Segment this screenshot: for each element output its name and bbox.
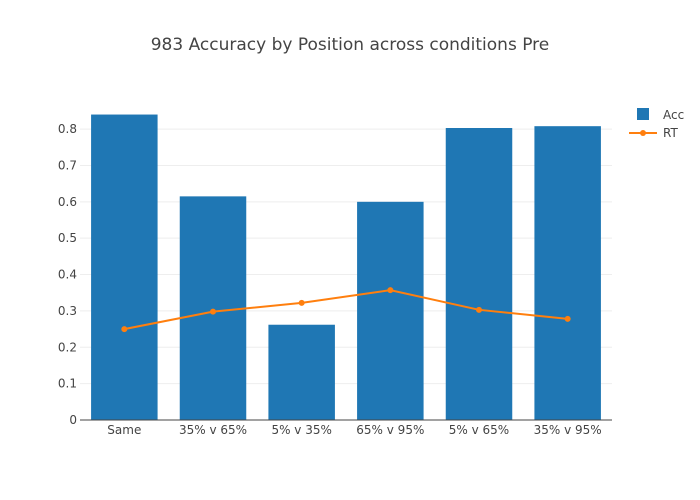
y-tick-label: 0.1 [58,377,77,391]
legend[interactable]: Acc RT [629,108,684,140]
legend-label-acc: Acc [663,108,684,122]
x-axis-ticks: Same 35% v 65% 5% v 35% 65% v 95% 5% v 65% 35… [107,423,601,437]
line-rt [124,289,568,331]
bar-acc[interactable] [445,128,513,420]
point-rt[interactable] [564,315,571,322]
point-rt[interactable] [298,299,305,306]
x-tick-label: 5% v 65% [449,423,509,437]
point-rt[interactable] [210,308,216,315]
x-tick-label: 65% v 95% [356,423,424,437]
grid-layer [80,128,612,385]
y-tick-label: 0.6 [58,195,77,209]
x-tick-label: Same [107,423,141,437]
bar-acc[interactable] [91,114,158,420]
y-tick-label: 0.8 [58,122,77,136]
chart-title: 983 Accuracy by Position across conditio… [151,35,550,55]
legend-label-rt: RT [663,126,678,140]
bars-layer [91,114,601,420]
x-tick-label: 35% v 95% [534,423,602,437]
y-tick-label: 0.2 [58,340,77,354]
bar-acc[interactable] [179,196,247,420]
line-layer [121,287,571,333]
legend-swatch-rt-marker [640,130,646,136]
bar-acc[interactable] [357,201,424,420]
point-rt[interactable] [121,326,128,333]
x-tick-label: 5% v 35% [271,423,331,437]
y-tick-label: 0.3 [58,304,77,318]
x-tick-label: 35% v 65% [179,423,247,437]
y-axis-ticks: 0 0.1 0.2 0.3 0.4 0.5 0.6 0.7 0.8 [58,122,77,427]
bar-acc[interactable] [534,126,601,420]
point-rt[interactable] [387,287,394,294]
y-tick-label: 0.4 [58,268,77,282]
point-rt[interactable] [476,306,482,313]
legend-swatch-acc [637,108,649,120]
y-tick-label: 0.7 [58,158,77,172]
bar-acc[interactable] [268,324,335,420]
y-tick-label: 0.5 [58,231,77,245]
y-tick-label: 0 [69,413,77,427]
